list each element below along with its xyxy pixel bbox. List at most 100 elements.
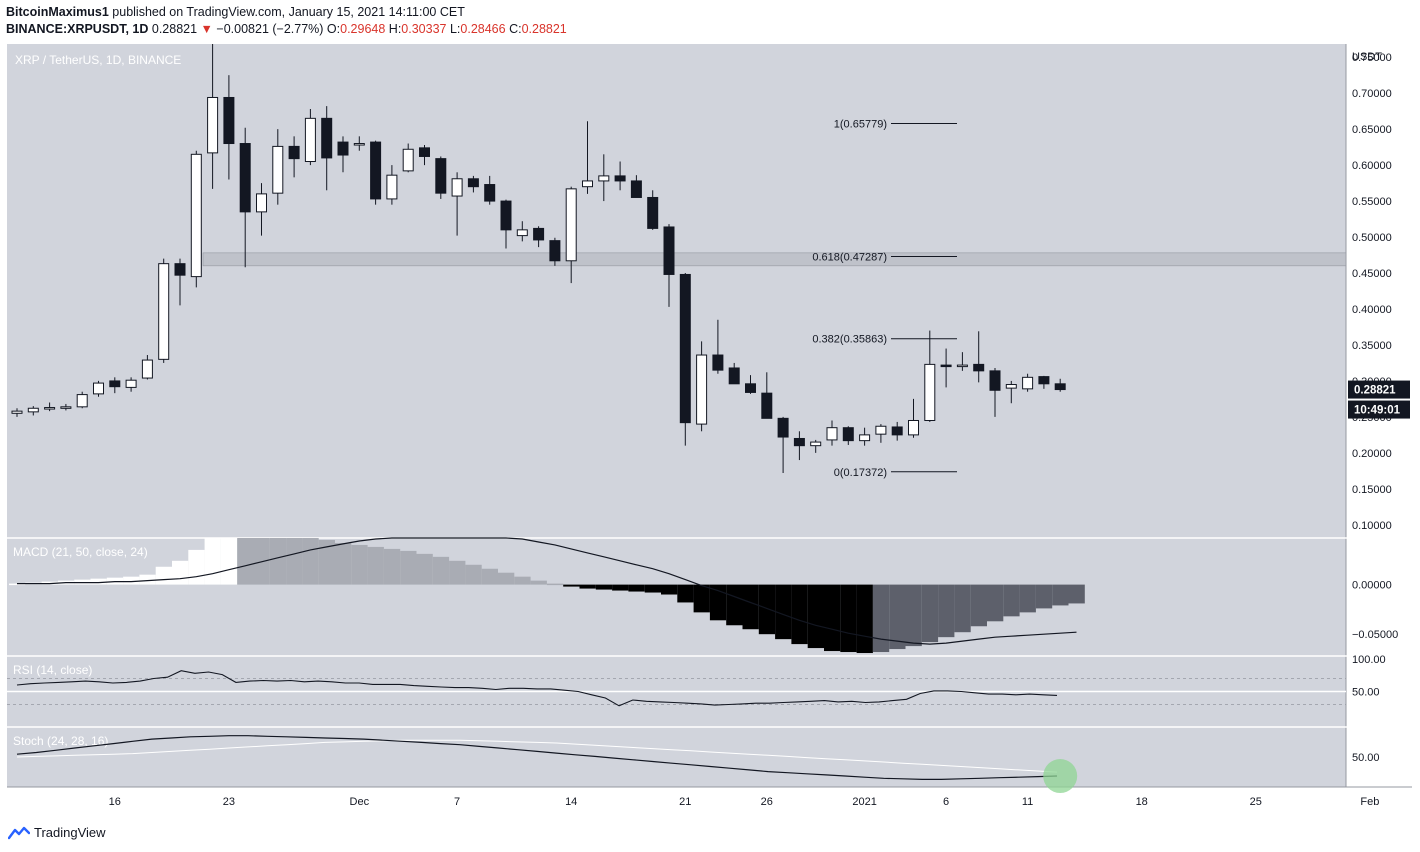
high-value: 0.30337 bbox=[401, 22, 447, 36]
candle-up bbox=[582, 180, 593, 188]
stoch-tick-label: 50.00 bbox=[1352, 752, 1380, 764]
symbol-label: BINANCE:XRPUSDT, 1D bbox=[6, 22, 149, 36]
price-tick-label: 0.55000 bbox=[1352, 196, 1392, 208]
macd-label: MACD (21, 50, close, 24) bbox=[13, 545, 148, 559]
low-value: 0.28466 bbox=[460, 22, 506, 36]
macd-histogram-bar bbox=[155, 566, 172, 585]
time-tick-label: 6 bbox=[943, 796, 949, 808]
candle-up bbox=[598, 175, 610, 182]
candle-down bbox=[647, 196, 659, 229]
candle-down bbox=[1054, 383, 1066, 391]
candle-up bbox=[696, 354, 708, 425]
stoch-label: Stoch (24, 28, 16) bbox=[13, 734, 108, 748]
price-tick-label: 0.65000 bbox=[1352, 124, 1392, 136]
candle-up bbox=[451, 178, 463, 197]
candle-down bbox=[223, 96, 235, 145]
time-tick-label: 25 bbox=[1250, 796, 1262, 808]
candle-down bbox=[973, 363, 985, 372]
candle-up bbox=[125, 379, 137, 388]
resistance-zone bbox=[202, 252, 1347, 267]
candle-up bbox=[956, 364, 968, 368]
candle-down bbox=[419, 147, 430, 157]
macd-histogram-bar bbox=[204, 538, 221, 585]
time-tick-label: 18 bbox=[1136, 796, 1148, 808]
macd-histogram-bar bbox=[807, 584, 824, 649]
macd-histogram-bar bbox=[661, 584, 678, 595]
price-tick-label: 0.45000 bbox=[1352, 268, 1392, 280]
chart-canvas[interactable]: 0.75000 0.70000 0.65000 0.60000 0.55000 0.500… bbox=[7, 35, 1412, 814]
candle-down bbox=[109, 380, 121, 388]
macd-histogram-bar bbox=[889, 584, 906, 650]
candle-up bbox=[141, 359, 153, 379]
candle-down bbox=[728, 367, 740, 385]
macd-tick-label: −0.05000 bbox=[1352, 629, 1398, 641]
macd-histogram-bar bbox=[498, 572, 515, 585]
candle-up bbox=[402, 148, 414, 172]
candle-down bbox=[239, 143, 251, 213]
candle-down bbox=[940, 364, 952, 368]
macd-signal-line bbox=[17, 537, 1077, 645]
candle-up bbox=[60, 406, 72, 409]
candle-down bbox=[435, 158, 447, 194]
time-tick-label: 11 bbox=[1022, 796, 1033, 808]
candle-up bbox=[11, 410, 23, 414]
candle-down bbox=[1038, 376, 1050, 385]
tradingview-logo-icon bbox=[8, 826, 30, 839]
macd-histogram-bar bbox=[840, 584, 857, 653]
candle-up bbox=[875, 425, 887, 435]
candle-up bbox=[353, 143, 365, 146]
chart-area[interactable]: 0.75000 0.70000 0.65000 0.60000 0.55000 0.500… bbox=[7, 35, 1412, 814]
time-tick-label: 21 bbox=[679, 796, 691, 808]
macd-histogram-bar bbox=[677, 584, 694, 603]
candle-down bbox=[745, 383, 756, 393]
down-arrow-icon: ▼ bbox=[200, 22, 213, 36]
macd-histogram-bar bbox=[1052, 584, 1069, 606]
macd-histogram-bar bbox=[514, 576, 531, 585]
candle-up bbox=[516, 229, 528, 237]
rsi-tick-label: 100.00 bbox=[1352, 654, 1386, 666]
macd-histogram-bar bbox=[938, 584, 955, 638]
macd-histogram-bar bbox=[318, 539, 335, 585]
candle-up bbox=[1005, 384, 1017, 389]
macd-histogram-bar bbox=[1068, 584, 1085, 604]
macd-histogram-bar bbox=[367, 546, 384, 585]
macd-histogram-bar bbox=[188, 549, 205, 585]
macd-histogram-bar bbox=[123, 576, 140, 585]
time-tick-label: Feb bbox=[1360, 796, 1379, 808]
macd-histogram-bar bbox=[693, 584, 710, 613]
candle-up bbox=[27, 407, 39, 413]
macd-histogram-bar bbox=[954, 584, 971, 633]
candle-down bbox=[793, 437, 805, 447]
candle-down bbox=[614, 175, 626, 182]
stoch-k-line bbox=[16, 735, 1058, 780]
macd-histogram-bar bbox=[139, 574, 156, 585]
published-text: published on TradingView.com, January 15… bbox=[112, 5, 465, 19]
candle-up bbox=[76, 394, 88, 408]
fib-level-label: 0.382(0.35863) bbox=[812, 334, 887, 346]
time-tick-label: 2021 bbox=[852, 796, 876, 808]
footer-brand[interactable]: TradingView bbox=[8, 825, 106, 840]
author-name[interactable]: BitcoinMaximus1 bbox=[6, 5, 109, 19]
candle-down bbox=[777, 417, 789, 438]
candle-up bbox=[44, 407, 56, 410]
macd-histogram-bar bbox=[383, 548, 401, 585]
macd-histogram-bar bbox=[530, 580, 547, 585]
fib-level-label: 0.618(0.47287) bbox=[812, 252, 887, 264]
time-tick-label: 7 bbox=[454, 796, 460, 808]
candle-up bbox=[1022, 376, 1034, 390]
candle-up bbox=[304, 117, 316, 163]
macd-tick-label: 0.00000 bbox=[1352, 580, 1392, 592]
candle-down bbox=[288, 145, 300, 160]
fib-level-label: 0(0.17372) bbox=[834, 467, 887, 479]
fib-level-label: 1(0.65779) bbox=[834, 119, 887, 131]
candle-down bbox=[467, 178, 479, 188]
pane-stoch-background bbox=[7, 727, 1346, 787]
macd-histogram-bar bbox=[432, 556, 450, 585]
macd-histogram-bar bbox=[742, 584, 759, 630]
candle-down bbox=[630, 180, 642, 198]
candle-down bbox=[174, 263, 186, 276]
candle-down bbox=[484, 184, 496, 202]
candle-up bbox=[924, 363, 936, 421]
macd-histogram-bar bbox=[220, 538, 238, 585]
macd-histogram-bar bbox=[449, 560, 466, 585]
